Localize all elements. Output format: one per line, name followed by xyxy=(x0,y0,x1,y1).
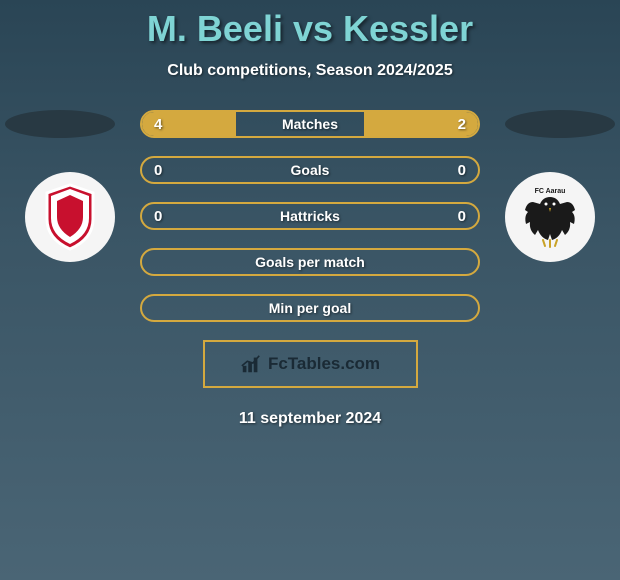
header: M. Beeli vs Kessler Club competitions, S… xyxy=(0,0,620,80)
stat-value-right: 2 xyxy=(442,116,478,133)
stat-pill: Min per goal xyxy=(140,294,480,322)
shadow-ellipse-left xyxy=(5,110,115,138)
stat-value-left: 0 xyxy=(142,162,178,179)
svg-text:FC Aarau: FC Aarau xyxy=(535,188,566,195)
stat-value-right: 0 xyxy=(442,162,478,179)
aarau-eagle-icon: FC Aarau xyxy=(515,182,585,252)
shadow-ellipse-right xyxy=(505,110,615,138)
stat-value-left: 0 xyxy=(142,208,178,225)
stat-row: Goals per match xyxy=(140,248,480,276)
stat-pill: 0 Hattricks 0 xyxy=(140,202,480,230)
branding-text: FcTables.com xyxy=(268,354,380,374)
stats-rows: 4 Matches 2 0 Goals 0 0 Hattricks 0 Goals per mat… xyxy=(140,110,480,322)
branding-box[interactable]: FcTables.com xyxy=(203,340,418,388)
bar-chart-icon xyxy=(240,353,262,375)
stat-label: Goals xyxy=(291,162,330,178)
team-logo-left xyxy=(25,172,115,262)
date-text: 11 september 2024 xyxy=(0,410,620,428)
page-subtitle: Club competitions, Season 2024/2025 xyxy=(0,62,620,80)
stat-label: Goals per match xyxy=(255,254,365,270)
stat-pill: 0 Goals 0 xyxy=(140,156,480,184)
stat-label: Hattricks xyxy=(280,208,340,224)
stat-row: 0 Hattricks 0 xyxy=(140,202,480,230)
stat-row: 0 Goals 0 xyxy=(140,156,480,184)
vaduz-shield-icon xyxy=(39,181,101,253)
page-title: M. Beeli vs Kessler xyxy=(0,8,620,50)
stat-value-left: 4 xyxy=(142,116,178,133)
stat-pill: Goals per match xyxy=(140,248,480,276)
content-area: FC Aarau 4 Matches 2 0 Goals 0 0 Hattricks 0 Goal… xyxy=(0,110,620,428)
team-logo-right: FC Aarau xyxy=(505,172,595,262)
stat-label: Matches xyxy=(282,116,338,132)
stat-label: Min per goal xyxy=(269,300,351,316)
stat-row: 4 Matches 2 xyxy=(140,110,480,138)
stat-row: Min per goal xyxy=(140,294,480,322)
stat-value-right: 0 xyxy=(442,208,478,225)
stat-pill: 4 Matches 2 xyxy=(140,110,480,138)
